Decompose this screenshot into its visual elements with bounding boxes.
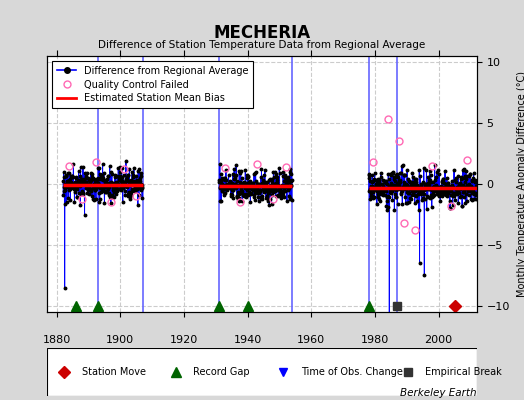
- Text: 2000: 2000: [424, 335, 453, 345]
- Text: Time of Obs. Change: Time of Obs. Change: [301, 367, 402, 377]
- Text: Difference of Station Temperature Data from Regional Average: Difference of Station Temperature Data f…: [99, 40, 425, 50]
- Y-axis label: Monthly Temperature Anomaly Difference (°C): Monthly Temperature Anomaly Difference (…: [517, 71, 524, 297]
- Text: 1900: 1900: [106, 335, 135, 345]
- Text: Berkeley Earth: Berkeley Earth: [400, 388, 477, 398]
- Text: 1880: 1880: [42, 335, 71, 345]
- Text: 1940: 1940: [234, 335, 262, 345]
- Text: MECHERIA: MECHERIA: [213, 24, 311, 42]
- Text: 1980: 1980: [361, 335, 389, 345]
- Text: 1960: 1960: [297, 335, 325, 345]
- Text: Empirical Break: Empirical Break: [425, 367, 502, 377]
- Text: Station Move: Station Move: [82, 367, 146, 377]
- Legend: Difference from Regional Average, Quality Control Failed, Estimated Station Mean: Difference from Regional Average, Qualit…: [52, 61, 254, 108]
- Text: Record Gap: Record Gap: [193, 367, 250, 377]
- Text: 1920: 1920: [170, 335, 198, 345]
